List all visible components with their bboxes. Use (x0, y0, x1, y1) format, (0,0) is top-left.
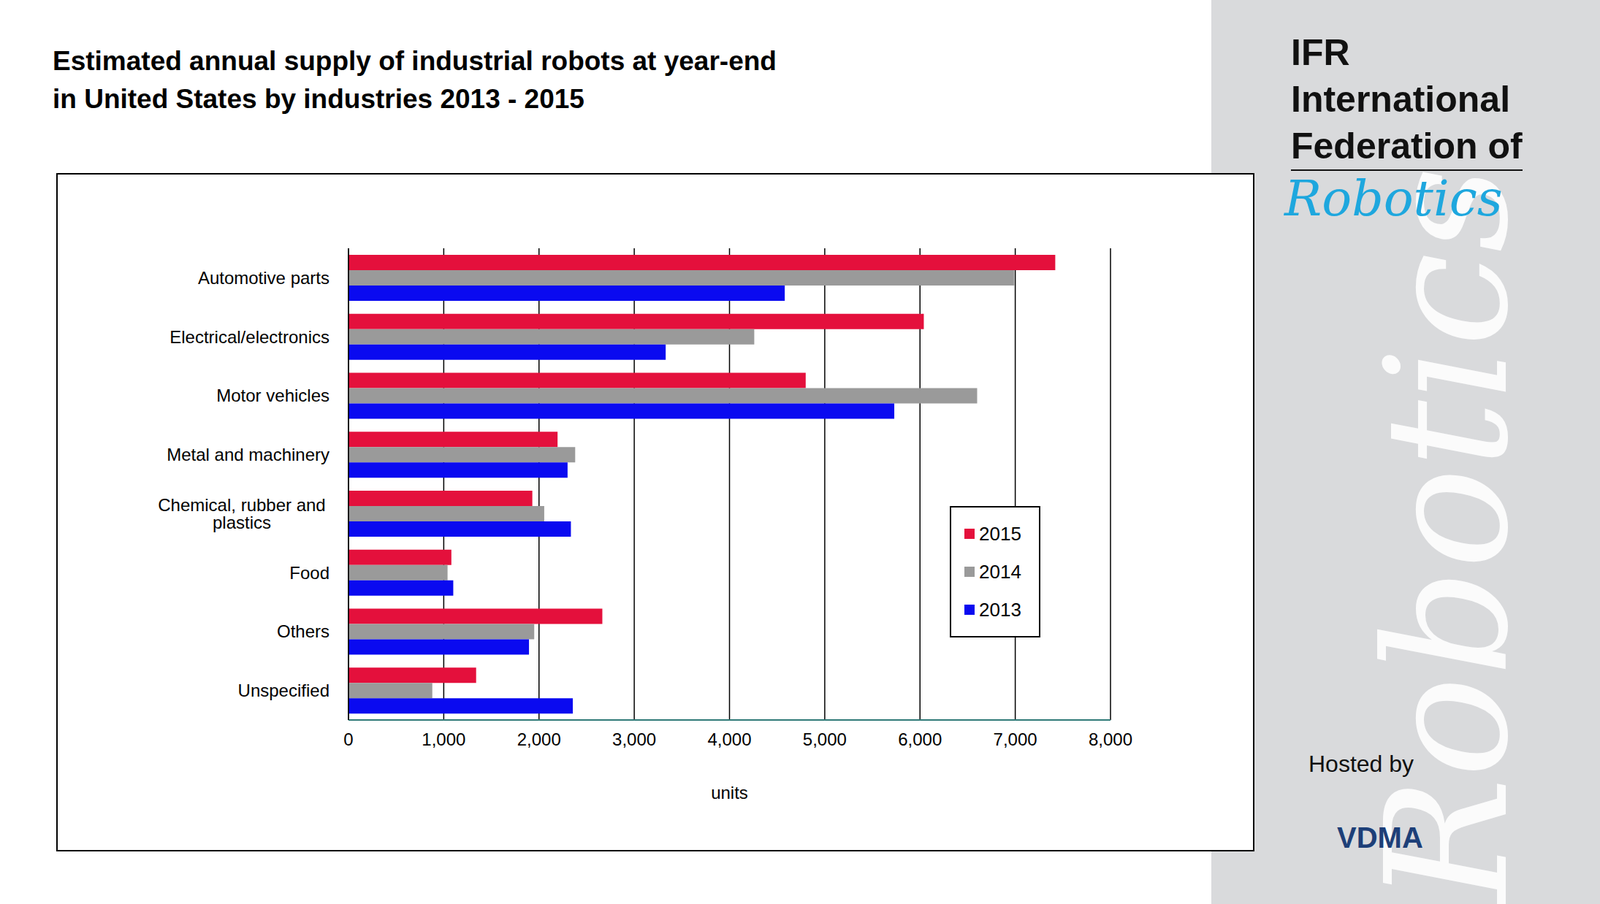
html-text:2015: 2015 (978, 522, 1022, 545)
svg-text:0: 0 (343, 729, 353, 750)
html-text:IFR: IFR (1290, 32, 1350, 74)
svg-text:Others: Others (276, 621, 330, 642)
html-text:Federation of: Federation of (1290, 125, 1523, 167)
svg-text:1,000: 1,000 (421, 729, 466, 750)
svg-text:Automotive parts: Automotive parts (197, 268, 330, 288)
svg-text:Food: Food (289, 563, 330, 584)
html-text:International: International (1290, 78, 1511, 120)
html-text:2014: 2014 (978, 560, 1022, 583)
html-text:2013: 2013 (978, 598, 1022, 621)
svg-text:Chemical, rubber andplastics: Chemical, rubber andplastics (157, 495, 326, 533)
html-text:Robotics: Robotics (1350, 166, 1546, 904)
svg-text:Electrical/electronics: Electrical/electronics (169, 327, 330, 348)
svg-text:5,000: 5,000 (802, 729, 847, 750)
svg-text:units: units (710, 783, 749, 803)
html-text:Hosted by: Hosted by (1308, 751, 1414, 778)
svg-text:8,000: 8,000 (1088, 729, 1133, 750)
html-text:VDMA: VDMA (1336, 821, 1424, 855)
svg-text:Unspecified: Unspecified (238, 680, 330, 701)
svg-text:2,000: 2,000 (517, 729, 562, 750)
svg-text:3,000: 3,000 (612, 729, 657, 750)
svg-text:4,000: 4,000 (707, 729, 752, 750)
svg-text:Motor vehicles: Motor vehicles (216, 385, 330, 406)
svg-text:7,000: 7,000 (993, 729, 1038, 750)
svg-text:Metal and machinery: Metal and machinery (166, 444, 330, 465)
svg-text:6,000: 6,000 (897, 729, 942, 750)
html-text:Estimated annual supply of ind: Estimated annual supply of industrial ro… (52, 46, 777, 114)
